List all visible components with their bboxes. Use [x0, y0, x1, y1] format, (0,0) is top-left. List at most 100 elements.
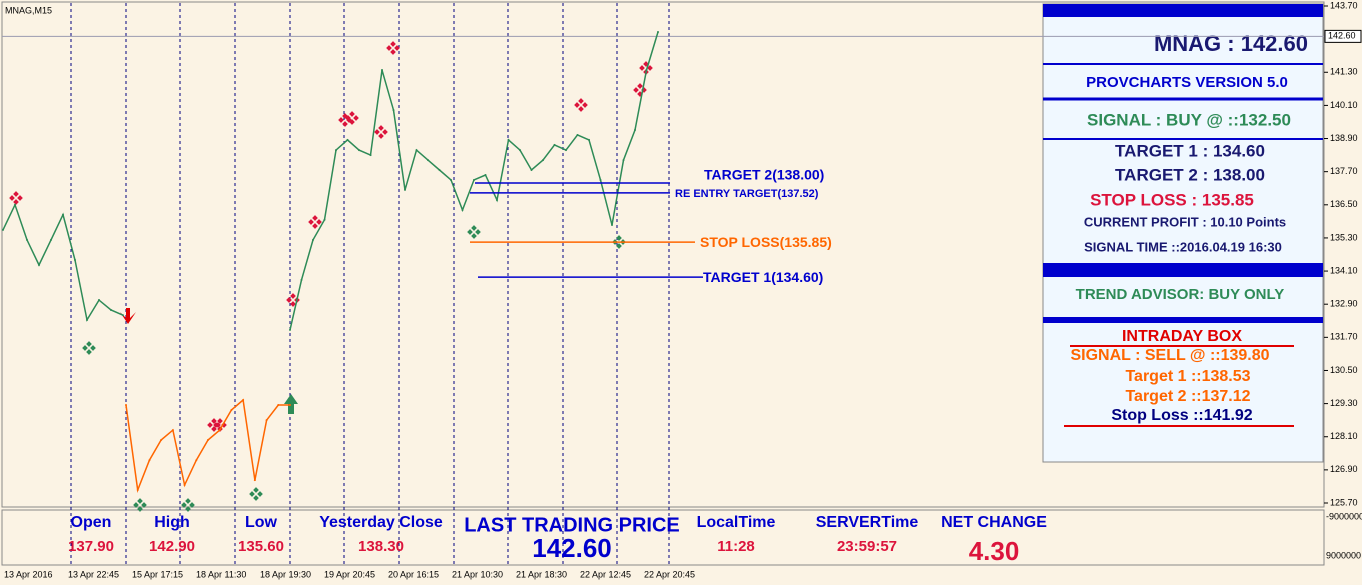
x-tick-label: 18 Apr 19:30 — [260, 569, 311, 579]
price-point — [183, 484, 186, 487]
marker-dot — [253, 487, 259, 493]
intraday-stop-loss: Stop Loss ::141.92 — [1111, 407, 1252, 424]
price-point — [484, 173, 487, 176]
level-label: TARGET 1(134.60) — [703, 269, 823, 285]
x-tick-label: 13 Apr 2016 — [4, 569, 53, 579]
y-tick-label: 136.50 — [1330, 199, 1358, 209]
price-point — [195, 459, 198, 462]
info-label: NET CHANGE — [941, 514, 1047, 531]
y-tick-label: 131.70 — [1330, 332, 1358, 342]
marker-dot — [616, 243, 622, 249]
info-label: SERVERTime — [816, 514, 919, 531]
info-value: 11:28 — [717, 538, 755, 555]
intraday-signal: SIGNAL : SELL @ ::139.80 — [1070, 347, 1269, 364]
marker-dot — [471, 233, 477, 239]
info-label: LAST TRADING PRICE — [464, 514, 680, 536]
marker-dot — [286, 297, 292, 303]
x-tick-label: 21 Apr 18:30 — [516, 569, 567, 579]
marker-dot — [253, 495, 259, 501]
y-tick-label: 141.30 — [1330, 67, 1358, 77]
marker-dot — [349, 119, 355, 125]
marker-dot — [137, 506, 143, 512]
marker-dot — [17, 195, 23, 201]
marker-dot — [475, 229, 481, 235]
x-tick-label: 21 Apr 10:30 — [452, 569, 503, 579]
x-tick-label: 19 Apr 20:45 — [324, 569, 375, 579]
info-value: 138.30 — [358, 538, 404, 555]
panel-bar — [1043, 263, 1323, 277]
marker-dot — [185, 498, 191, 504]
price-point — [218, 429, 221, 432]
price-point — [125, 403, 127, 406]
price-point — [312, 238, 314, 241]
panel-box — [1042, 3, 1324, 463]
price-point — [207, 439, 209, 442]
price-point — [599, 178, 602, 181]
symbol-label: MNAG,M15 — [5, 5, 52, 15]
intraday-target2: Target 2 ::137.12 — [1125, 388, 1250, 405]
y-tick-label: 134.10 — [1330, 265, 1358, 275]
price-point — [38, 263, 40, 266]
info-value: 23:59:57 — [837, 538, 897, 555]
info-value: 4.30 — [969, 536, 1020, 566]
level-label: STOP LOSS(135.85) — [700, 234, 832, 250]
price-point — [611, 223, 613, 226]
marker-dot — [633, 87, 639, 93]
marker-dot — [90, 345, 96, 351]
y-tick-label: 128.10 — [1330, 431, 1358, 441]
buy-arrow — [284, 394, 298, 414]
marker-dot — [378, 133, 384, 139]
marker-dot — [582, 102, 588, 108]
marker-dot — [639, 65, 645, 71]
price-point — [98, 299, 100, 302]
marker-dot — [578, 106, 584, 112]
marker-dot — [647, 65, 653, 71]
info-panel: MNAG : 142.60 PROVCHARTS VERSION 5.0 SIG… — [1042, 3, 1324, 463]
intraday-target1: Target 1 ::138.53 — [1125, 368, 1250, 385]
info-label: High — [154, 514, 190, 531]
price-point — [160, 439, 163, 442]
marker-dot — [578, 98, 584, 104]
marker-dot — [185, 506, 191, 512]
signal-time: SIGNAL TIME ::2016.04.19 16:30 — [1084, 239, 1282, 254]
marker-dot — [349, 111, 355, 117]
marker-dot — [382, 129, 388, 135]
price-point — [369, 154, 372, 157]
marker-dot — [213, 422, 219, 428]
marker-dot — [338, 117, 344, 123]
marker-dot — [189, 502, 195, 508]
price-point — [530, 169, 533, 172]
price-point — [645, 69, 648, 72]
marker-dot — [378, 125, 384, 131]
marker-dot — [574, 102, 580, 108]
marker-dot — [86, 341, 92, 347]
marker-dot — [211, 426, 217, 432]
marker-dot — [353, 115, 359, 121]
price-point — [415, 149, 418, 152]
target2: TARGET 2 : 138.00 — [1115, 165, 1265, 184]
price-point — [50, 238, 52, 241]
info-label: Low — [245, 514, 278, 531]
sell-arrow — [120, 308, 136, 324]
marker-dot — [133, 502, 139, 508]
price-point — [565, 149, 567, 152]
marker-dot — [471, 225, 477, 231]
target1: TARGET 1 : 134.60 — [1115, 141, 1265, 160]
x-tick-label: 15 Apr 17:15 — [132, 569, 183, 579]
marker-dot — [312, 215, 318, 221]
price-point — [404, 188, 406, 191]
price-point — [86, 318, 88, 321]
price-point — [519, 149, 521, 152]
level-label: TARGET 2(138.00) — [704, 167, 824, 183]
price-point — [657, 30, 659, 33]
y-tick-label: 138.90 — [1330, 133, 1358, 143]
price-point — [634, 128, 636, 131]
price-point — [110, 308, 112, 311]
y-tick-label: 130.50 — [1330, 365, 1358, 375]
price-point — [74, 259, 76, 262]
price-point — [230, 408, 233, 411]
y-tick-label: 140.10 — [1330, 100, 1358, 110]
y-tick-label: 137.70 — [1330, 166, 1358, 176]
marker-dot — [308, 219, 314, 225]
